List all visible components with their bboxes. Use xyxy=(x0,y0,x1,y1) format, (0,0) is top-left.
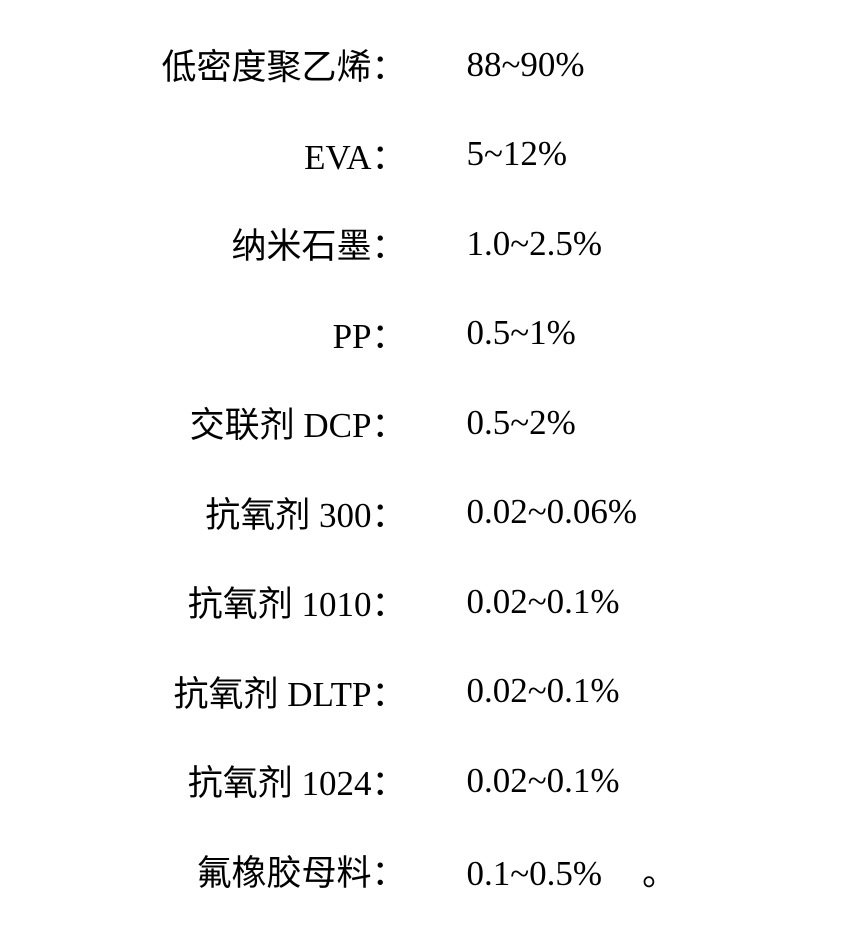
composition-table: 低密度聚乙烯： 88~90% EVA： 5~12% 纳米石墨： 1.0~2.5%… xyxy=(40,20,813,915)
row-label: PP： xyxy=(40,308,427,359)
row-value: 0.5~2% xyxy=(427,403,814,443)
row-label: 纳米石墨： xyxy=(40,218,427,269)
row-label: 抗氧剂 DLTP： xyxy=(40,666,427,717)
row-value: 0.5~1% xyxy=(427,313,814,353)
row-value: 1.0~2.5% xyxy=(427,224,814,264)
row-label: 抗氧剂 1024： xyxy=(40,755,427,806)
end-period: 。 xyxy=(642,854,677,893)
row-label: EVA： xyxy=(40,129,427,180)
table-row: EVA： 5~12% xyxy=(40,129,813,180)
row-value: 0.02~0.1% xyxy=(427,761,814,801)
row-value: 0.02~0.06% xyxy=(427,492,814,532)
table-row: 抗氧剂 1024： 0.02~0.1% xyxy=(40,755,813,806)
row-label: 低密度聚乙烯： xyxy=(40,39,427,90)
row-label: 抗氧剂 1010： xyxy=(40,576,427,627)
row-value: 5~12% xyxy=(427,134,814,174)
table-row: PP： 0.5~1% xyxy=(40,308,813,359)
table-row: 抗氧剂 1010： 0.02~0.1% xyxy=(40,576,813,627)
row-label: 氟橡胶母料： xyxy=(40,845,427,896)
row-value: 0.02~0.1% xyxy=(427,582,814,622)
table-row: 低密度聚乙烯： 88~90% xyxy=(40,39,813,90)
table-row: 抗氧剂 DLTP： 0.02~0.1% xyxy=(40,666,813,717)
row-value: 88~90% xyxy=(427,45,814,85)
table-row: 抗氧剂 300： 0.02~0.06% xyxy=(40,487,813,538)
table-row: 交联剂 DCP： 0.5~2% xyxy=(40,397,813,448)
row-label: 交联剂 DCP： xyxy=(40,397,427,448)
row-label: 抗氧剂 300： xyxy=(40,487,427,538)
row-value: 0.02~0.1% xyxy=(427,671,814,711)
table-row: 氟橡胶母料： 0.1~0.5% 。 xyxy=(40,845,813,896)
row-value-text: 0.1~0.5% xyxy=(467,854,603,893)
table-row: 纳米石墨： 1.0~2.5% xyxy=(40,218,813,269)
row-value: 0.1~0.5% 。 xyxy=(427,845,814,896)
